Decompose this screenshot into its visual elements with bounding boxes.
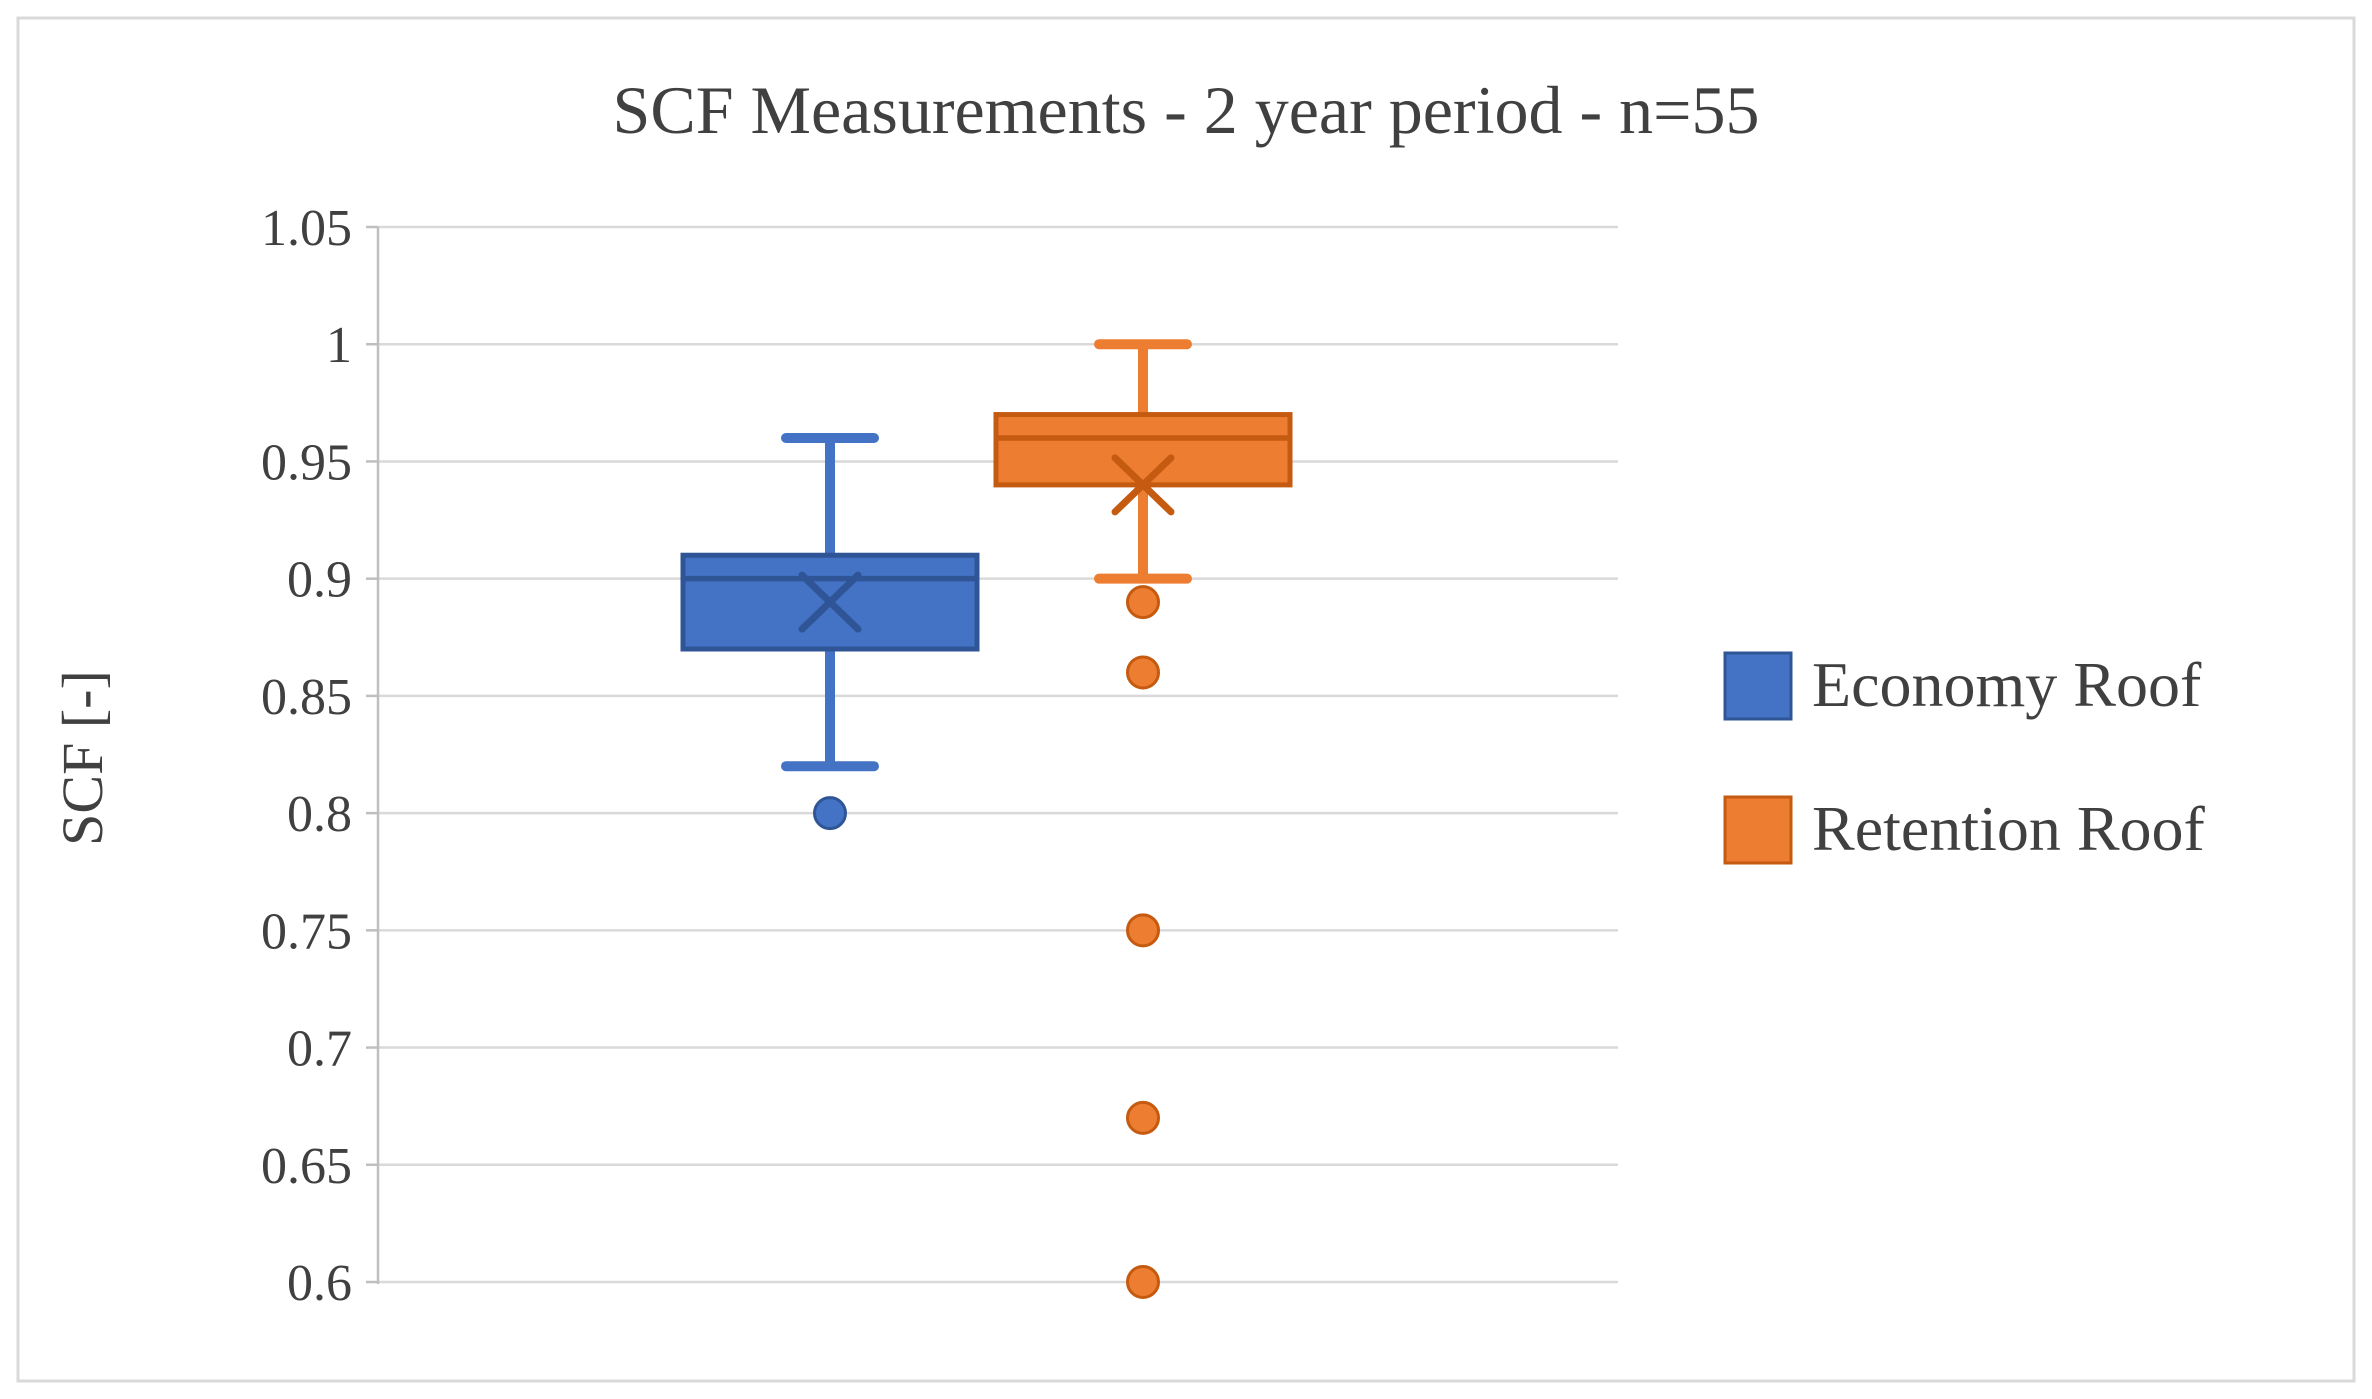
series-layer [680, 339, 1293, 1299]
gridlines-layer [378, 225, 1618, 1284]
y-axis-title: SCF [-] [50, 670, 115, 846]
legend-swatch-retention-roof [1723, 795, 1793, 865]
y-tick-label: 0.7 [287, 1021, 352, 1078]
y-axis: 1.05 1 0.95 0.9 0.85 0.8 0.75 0.7 0.65 0.6 [261, 200, 380, 1312]
legend-label-retention-roof: Retention Roof [1812, 793, 2206, 864]
boxplot-economy-roof [680, 433, 980, 831]
y-tick-label: 0.6 [287, 1255, 352, 1312]
mean-marker [798, 571, 862, 633]
box [993, 412, 1293, 488]
outlier-dot [1126, 913, 1160, 948]
legend-label-economy-roof: Economy Roof [1812, 649, 2202, 720]
y-tick-label: 0.75 [261, 903, 352, 960]
y-tick-label: 1.05 [261, 200, 352, 257]
legend-item-retention-roof: Retention Roof [1723, 793, 2206, 865]
legend-item-economy-roof: Economy Roof [1723, 649, 2202, 721]
outlier-dot [1126, 585, 1160, 620]
outlier-dot [1126, 1100, 1160, 1135]
mean-marker [1111, 454, 1175, 516]
boxplot-retention-roof [993, 339, 1293, 1299]
outlier-dot [1126, 655, 1160, 690]
legend-swatch-economy-roof [1723, 651, 1793, 721]
chart-border [16, 16, 2356, 1383]
y-tick-label: 0.85 [261, 669, 352, 726]
y-tick-label: 0.8 [287, 786, 352, 843]
y-tick-label: 1 [326, 317, 352, 374]
y-tick-label: 0.65 [261, 1138, 352, 1195]
outlier-dot [813, 796, 847, 831]
chart-title: SCF Measurements - 2 year period - n=55 [613, 72, 1760, 148]
y-tick-label: 0.9 [287, 552, 352, 609]
y-tick-label: 0.95 [261, 434, 352, 491]
outlier-dot [1126, 1265, 1160, 1299]
legend: Economy Roof Retention Roof [1723, 649, 2206, 865]
